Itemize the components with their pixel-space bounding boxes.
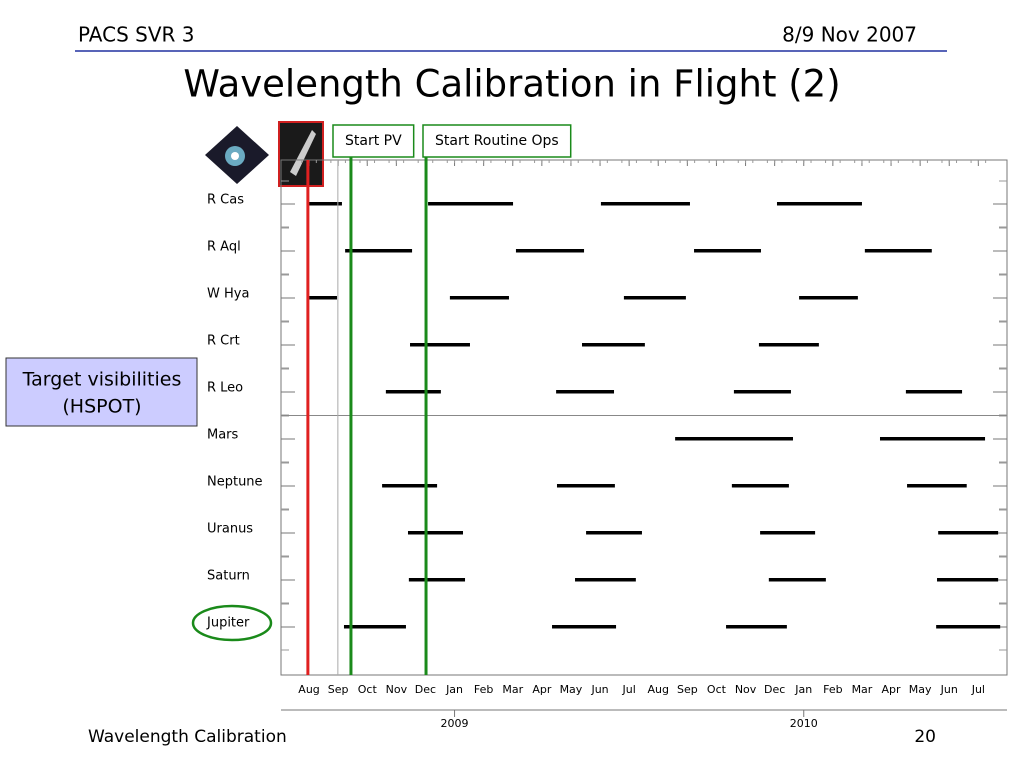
header-left: PACS SVR 3 bbox=[78, 23, 194, 47]
row-label: R Crt bbox=[207, 334, 240, 349]
row-label: Neptune bbox=[207, 475, 263, 490]
x-tick-label: Feb bbox=[474, 683, 493, 696]
x-tick-label: Aug bbox=[648, 683, 669, 696]
visibility-bar bbox=[905, 390, 963, 394]
visibility-bar bbox=[726, 625, 787, 629]
plot-frame bbox=[280, 159, 1008, 676]
visibility-bar bbox=[552, 625, 617, 629]
year-label: 2010 bbox=[790, 717, 818, 730]
x-tick-label: Aug bbox=[298, 683, 319, 696]
visibility-bar bbox=[938, 531, 999, 535]
visibility-bar bbox=[407, 531, 463, 535]
footer-left: Wavelength Calibration bbox=[88, 727, 287, 747]
x-tick-label: Jun bbox=[590, 683, 608, 696]
visibility-bar bbox=[600, 202, 690, 206]
x-tick-label: Nov bbox=[735, 683, 757, 696]
visibility-bar bbox=[586, 531, 642, 535]
visibility-bar bbox=[768, 578, 826, 582]
launch-icon bbox=[278, 121, 324, 187]
visibility-bar bbox=[799, 296, 858, 300]
x-tick-label: Oct bbox=[707, 683, 727, 696]
x-tick-label: Jun bbox=[940, 683, 958, 696]
header-right: 8/9 Nov 2007 bbox=[782, 23, 917, 47]
footer-right: 20 bbox=[914, 727, 936, 747]
x-tick-label: May bbox=[909, 683, 932, 696]
row-label: Mars bbox=[207, 428, 239, 443]
visibility-bar bbox=[936, 625, 1001, 629]
visibility-bar bbox=[760, 531, 816, 535]
row-label: Saturn bbox=[207, 569, 250, 584]
side-box-line: (HSPOT) bbox=[62, 396, 141, 418]
x-tick-label: Oct bbox=[358, 683, 378, 696]
visibility-bar bbox=[408, 578, 466, 582]
marker-box bbox=[332, 124, 415, 158]
visibility-bar bbox=[694, 249, 761, 253]
x-tick-label: Sep bbox=[677, 683, 698, 696]
visibility-bar bbox=[937, 578, 999, 582]
x-tick-label: Jan bbox=[445, 683, 463, 696]
visibility-bar bbox=[449, 296, 509, 300]
x-tick-label: Jul bbox=[622, 683, 636, 696]
x-tick-label: Jul bbox=[971, 683, 985, 696]
visibility-bar bbox=[382, 484, 438, 488]
visibility-bar bbox=[864, 249, 932, 253]
x-tick-label: Sep bbox=[328, 683, 349, 696]
visibility-bar bbox=[515, 249, 585, 253]
visibility-bar bbox=[428, 202, 514, 206]
herschel-logo bbox=[205, 126, 269, 184]
x-tick-label: Dec bbox=[415, 683, 436, 696]
visibility-bar bbox=[731, 484, 789, 488]
x-tick-label: Dec bbox=[764, 683, 785, 696]
highlight-ellipse bbox=[191, 604, 273, 642]
x-tick-label: Nov bbox=[386, 683, 408, 696]
side-box bbox=[5, 357, 198, 427]
visibility-bar bbox=[733, 390, 791, 394]
marker-box bbox=[422, 124, 572, 158]
row-label: R Cas bbox=[207, 193, 244, 208]
visibility-bar bbox=[410, 343, 470, 347]
visibility-bar bbox=[556, 484, 615, 488]
visibility-bar bbox=[345, 249, 413, 253]
visibility-bar bbox=[623, 296, 686, 300]
x-tick-label: Apr bbox=[532, 683, 552, 696]
x-tick-label: Mar bbox=[502, 683, 523, 696]
visibility-bar bbox=[675, 437, 793, 441]
visibility-bar bbox=[907, 484, 967, 488]
x-tick-label: Feb bbox=[823, 683, 842, 696]
visibility-bar bbox=[385, 390, 441, 394]
chart: Aug Sep Oct Nov Dec Jan Feb Mar Apr May Jun Jul Aug S… bbox=[206, 124, 1008, 730]
year-label: 2009 bbox=[441, 717, 469, 730]
x-tick-label: May bbox=[560, 683, 583, 696]
row-label: Jupiter bbox=[206, 616, 250, 631]
visibility-bar bbox=[758, 343, 819, 347]
visibility-bar bbox=[575, 578, 636, 582]
visibility-bar bbox=[776, 202, 862, 206]
row-label: R Aql bbox=[207, 240, 241, 255]
visibility-bar bbox=[582, 343, 645, 347]
side-box-line: Target visibilities bbox=[22, 369, 182, 391]
x-tick-label: Mar bbox=[852, 683, 873, 696]
x-tick-label: Apr bbox=[882, 683, 902, 696]
slide-title: Wavelength Calibration in Flight (2) bbox=[183, 63, 840, 106]
row-label: Uranus bbox=[207, 522, 253, 537]
row-label: W Hya bbox=[207, 287, 249, 302]
visibility-bar bbox=[343, 625, 406, 629]
visibility-bar bbox=[879, 437, 986, 441]
x-tick-label: Jan bbox=[794, 683, 812, 696]
visibility-bar bbox=[309, 202, 342, 206]
visibility-bar bbox=[556, 390, 615, 394]
marker-label: Start PV bbox=[345, 133, 402, 149]
row-label: R Leo bbox=[207, 381, 243, 396]
visibility-bar bbox=[309, 296, 337, 300]
marker-label: Start Routine Ops bbox=[435, 133, 559, 149]
